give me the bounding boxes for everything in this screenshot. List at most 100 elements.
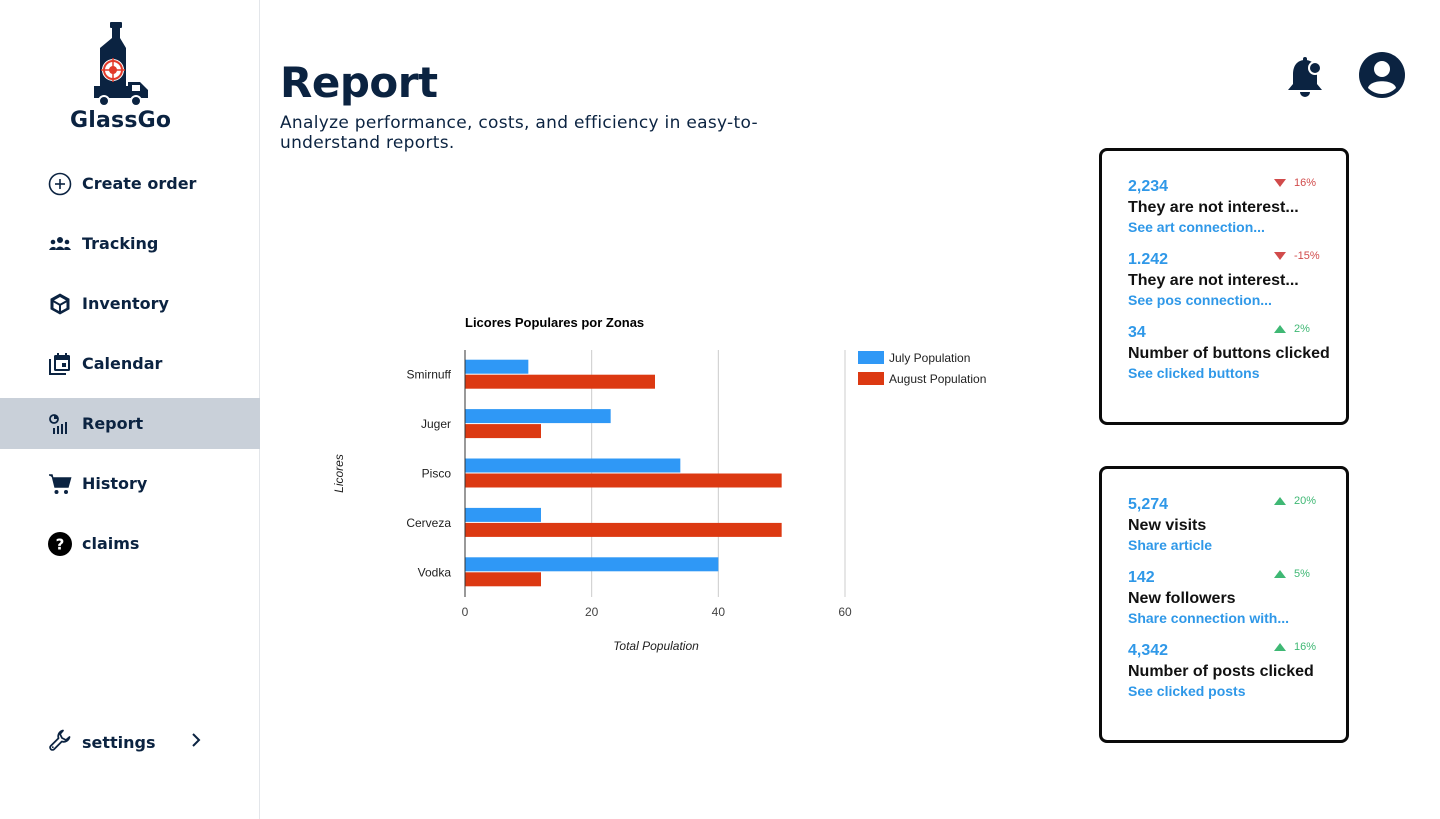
stat-trend: 2% [1274, 323, 1310, 335]
stats-card: 5,274 20% New visits Share article 142 5… [1099, 466, 1349, 743]
stat-link[interactable]: See clicked buttons [1128, 365, 1260, 381]
chart-category-label: Smirnuff [407, 368, 452, 382]
chart-x-tick-label: 60 [838, 605, 852, 619]
chart-svg: Licores Populares por Zonas 0 20 40 60 Smirnu… [332, 315, 986, 653]
sidebar-item-label: Tracking [82, 234, 159, 253]
settings-button[interactable]: settings [48, 728, 202, 757]
trend-down-icon [1274, 179, 1286, 187]
trend-down-icon [1274, 252, 1286, 260]
plus-circle-icon [48, 172, 72, 196]
trend-up-icon [1274, 643, 1286, 651]
stat-trend-value: 20% [1294, 495, 1317, 507]
stat-value: 2,234 [1128, 178, 1169, 195]
sidebar-nav: Create order Tracking Inventory Calendar… [0, 158, 260, 578]
bar-chart: Licores Populares por Zonas 0 20 40 60 Smirnu… [320, 300, 1040, 670]
chart-legend-label: July Population [889, 351, 970, 365]
stat-label: Number of posts clicked [1128, 663, 1314, 680]
stat-trend-value: 16% [1294, 641, 1317, 653]
sidebar-item-report[interactable]: Report [0, 398, 260, 449]
chevron-right-icon [190, 732, 202, 753]
chart-x-tick-label: 40 [712, 605, 726, 619]
sidebar-item-create-order[interactable]: Create order [0, 158, 260, 209]
settings-label: settings [82, 733, 156, 752]
stat-trend: -15% [1274, 250, 1320, 262]
stat-trend: 16% [1274, 177, 1316, 189]
stat-link[interactable]: Share article [1128, 537, 1213, 553]
bottle-truck-icon [94, 22, 148, 107]
cart-icon [48, 472, 72, 496]
stat-trend-value: -15% [1294, 250, 1320, 262]
chart-bar [465, 507, 541, 522]
chart-bar [465, 522, 782, 537]
chart-bar [465, 424, 541, 439]
stat-label: New followers [1128, 590, 1236, 607]
sidebar-item-claims[interactable]: ? claims [0, 518, 260, 569]
box-icon [48, 292, 72, 316]
chart-bar [465, 409, 611, 424]
brand-name: GlassGo [70, 108, 172, 133]
sidebar-item-inventory[interactable]: Inventory [0, 278, 260, 329]
chart-bar [465, 359, 529, 374]
chart-bar [465, 458, 681, 473]
wrench-icon [48, 728, 72, 757]
stat-link[interactable]: Share connection with... [1128, 610, 1290, 626]
user-avatar-icon[interactable] [1359, 52, 1405, 103]
stat-item: 34 2% Number of buttons clicked See clic… [1128, 323, 1338, 382]
stat-item: 4,342 16% Number of posts clicked See cl… [1128, 641, 1338, 700]
chart-legend-swatch [858, 351, 884, 364]
people-icon [48, 232, 72, 256]
stat-label: They are not interest... [1128, 199, 1299, 216]
chart-category-label: Juger [421, 417, 451, 431]
chart-legend-swatch [858, 372, 884, 385]
stats-card: 2,234 16% They are not interest... See a… [1099, 148, 1349, 425]
sidebar-item-label: History [82, 474, 148, 493]
page-subtitle: Analyze performance, costs, and efficien… [280, 113, 758, 153]
sidebar-item-label: Create order [82, 174, 197, 193]
calendar-icon [48, 352, 72, 376]
stat-link[interactable]: See art connection... [1128, 219, 1265, 235]
chart-y-axis-label: Licores [332, 454, 346, 493]
chart-category-label: Cerveza [406, 516, 451, 530]
stat-label: New visits [1128, 517, 1207, 534]
sidebar-item-tracking[interactable]: Tracking [0, 218, 260, 269]
stat-value: 142 [1128, 569, 1155, 586]
stat-value: 4,342 [1128, 642, 1169, 659]
sidebar-item-label: Report [82, 414, 144, 433]
stat-trend-value: 2% [1294, 323, 1310, 335]
sidebar-item-label: Inventory [82, 294, 169, 313]
stat-label: They are not interest... [1128, 272, 1299, 289]
chart-x-tick-label: 20 [585, 605, 599, 619]
stat-item: 5,274 20% New visits Share article [1128, 495, 1338, 554]
stat-item: 1.242 -15% They are not interest... See … [1128, 250, 1338, 309]
chart-x-tick-label: 0 [462, 605, 469, 619]
stat-link[interactable]: See pos connection... [1128, 292, 1272, 308]
sidebar-item-label: claims [82, 534, 140, 553]
svg-text:?: ? [56, 535, 65, 553]
trend-up-icon [1274, 497, 1286, 505]
stat-item: 142 5% New followers Share connection wi… [1128, 568, 1338, 627]
chart-category-label: Vodka [418, 565, 452, 579]
stat-trend: 20% [1274, 495, 1316, 507]
stat-link[interactable]: See clicked posts [1128, 683, 1246, 699]
stat-value: 5,274 [1128, 496, 1169, 513]
notification-bell-icon[interactable] [1285, 56, 1325, 105]
chart-category-label: Pisco [422, 467, 452, 481]
chart-legend-label: August Population [889, 372, 986, 386]
stat-trend-value: 5% [1294, 568, 1310, 580]
chart-bar [465, 572, 541, 587]
sidebar-item-history[interactable]: History [0, 458, 260, 509]
stat-value: 1.242 [1128, 251, 1169, 268]
brand-logo[interactable]: GlassGo [68, 20, 178, 140]
chart-bar [465, 473, 782, 488]
chart-title: Licores Populares por Zonas [465, 315, 644, 330]
page-title: Report [280, 58, 438, 107]
trend-up-icon [1274, 570, 1286, 578]
sidebar: GlassGo Create order Tracking Inventory … [0, 0, 260, 819]
stat-trend: 5% [1274, 568, 1310, 580]
stat-item: 2,234 16% They are not interest... See a… [1128, 177, 1338, 236]
chart-bar [465, 374, 655, 389]
trend-up-icon [1274, 325, 1286, 333]
report-icon [48, 412, 72, 436]
sidebar-item-label: Calendar [82, 354, 163, 373]
sidebar-item-calendar[interactable]: Calendar [0, 338, 260, 389]
